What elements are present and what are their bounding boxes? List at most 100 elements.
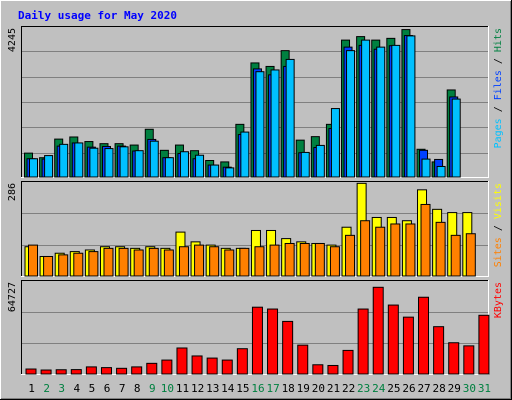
pages-bar [451, 98, 461, 178]
sites-bar [465, 233, 476, 277]
day-label: 13 [206, 382, 219, 395]
kbytes-bar [357, 308, 369, 375]
legend-pages: Pages [493, 118, 504, 148]
legend-visits: Visits [493, 183, 504, 219]
sites-bar [239, 247, 250, 277]
pages-bar [346, 50, 356, 178]
kbytes-bar [176, 347, 188, 375]
legend-hits-files-pages: Pages / Files / Hits [493, 28, 504, 148]
pages-bar [179, 151, 189, 178]
sites-bar [88, 251, 99, 277]
kbytes-bar [116, 367, 128, 375]
day-label: 1 [28, 382, 35, 395]
day-label: 7 [119, 382, 126, 395]
kbytes-bar [433, 326, 445, 375]
day-label: 26 [402, 382, 415, 395]
kbytes-bar [85, 366, 97, 375]
kbytes-bar [55, 369, 67, 375]
kbytes-max-label: 64727 [7, 282, 18, 312]
sites-bar [224, 249, 235, 277]
kbytes-bar [387, 304, 399, 375]
day-label: 25 [387, 382, 400, 395]
day-label: 11 [176, 382, 189, 395]
pages-bar [225, 167, 235, 178]
kbytes-bar [25, 368, 37, 375]
day-label: 4 [74, 382, 81, 395]
sites-bar [148, 247, 159, 277]
kbytes-bar [146, 362, 158, 375]
pages-bar [210, 164, 220, 178]
pages-bar [255, 71, 265, 178]
legend-separator: / [493, 219, 504, 237]
kbytes-bar [327, 364, 339, 375]
kbytes-bar [402, 316, 414, 375]
legend-hits: Hits [493, 28, 504, 52]
pages-bar [315, 144, 325, 178]
sites-bar [360, 220, 371, 277]
pages-bar [119, 146, 129, 178]
kbytes-bar [267, 308, 279, 375]
pages-bar [240, 131, 250, 178]
pages-bar [134, 150, 144, 178]
sites-bar [178, 246, 189, 277]
x-axis-labels: 1 2 3 4 5 6 7 8 9 10 11 12 13 14 15 16 17 18 19 20 21 22 23 24 2… [28, 382, 491, 395]
sites-bar [299, 242, 310, 277]
pages-bar [195, 154, 205, 178]
visits-max-label: 286 [7, 183, 18, 201]
legend-kbytes: KBytes [493, 282, 504, 318]
day-label: 22 [342, 382, 355, 395]
kbytes-bar [70, 369, 82, 375]
sites-bar [269, 244, 280, 277]
chart-title: Daily usage for May 2020 [18, 9, 177, 22]
day-label: 27 [417, 382, 430, 395]
sites-bar [103, 247, 114, 277]
sites-bar [194, 244, 205, 277]
day-label: 29 [448, 382, 461, 395]
sites-bar [118, 247, 129, 277]
day-label: 3 [58, 382, 65, 395]
kbytes-bar [372, 286, 384, 375]
pages-bar [44, 155, 54, 178]
kbytes-bar [206, 357, 218, 375]
day-label: 18 [282, 382, 295, 395]
kbytes-bar [161, 359, 173, 375]
pages-bar [330, 108, 340, 178]
sites-bar [43, 255, 54, 277]
kbytes-bar [236, 348, 248, 375]
kbytes-bar [478, 314, 490, 375]
sites-bar [450, 234, 461, 277]
legend-separator: / [493, 52, 504, 70]
day-label: 23 [357, 382, 370, 395]
legend-separator: / [493, 100, 504, 118]
sites-bar [435, 221, 446, 277]
pages-bar [74, 142, 84, 178]
pages-bar [376, 46, 386, 178]
pages-bar [300, 151, 310, 178]
sites-bar [133, 249, 144, 277]
day-label: 30 [463, 382, 476, 395]
pages-bar [361, 39, 371, 178]
sites-bar [163, 249, 174, 277]
sites-bar [314, 242, 325, 277]
day-label: 2 [43, 382, 50, 395]
day-label: 6 [104, 382, 111, 395]
pages-bar [436, 165, 446, 178]
day-label: 20 [312, 382, 325, 395]
kbytes-bar [221, 359, 233, 375]
sites-bar [209, 246, 220, 277]
kbytes-bar [342, 349, 354, 375]
legend-kbytes: KBytes [493, 282, 504, 318]
day-label: 24 [372, 382, 386, 395]
day-label: 9 [149, 382, 156, 395]
pages-bar [406, 35, 416, 178]
sites-bar [405, 223, 416, 277]
day-label: 17 [266, 382, 279, 395]
sites-bar [58, 254, 69, 277]
legend-visits-sites: Sites / Visits [493, 183, 504, 267]
legend-files: Files [493, 70, 504, 100]
kbytes-bar [100, 367, 112, 375]
sites-bar [390, 223, 401, 277]
day-label: 15 [236, 382, 249, 395]
kbytes-bar [251, 306, 263, 375]
